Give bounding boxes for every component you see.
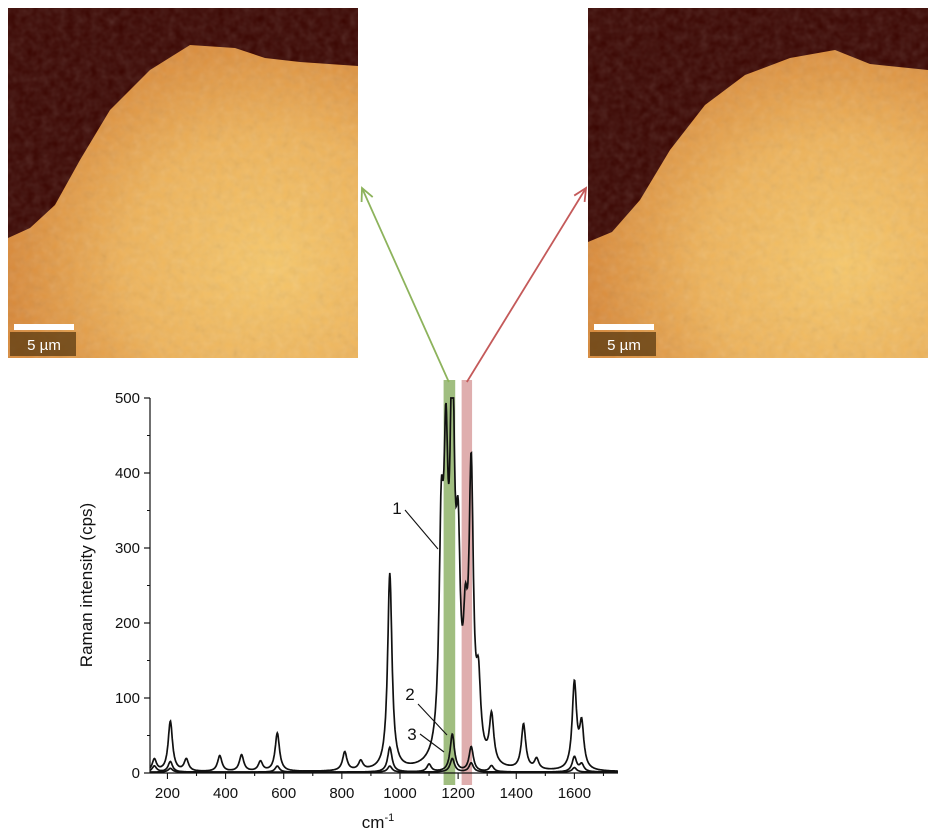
y-tick-label: 0 [132, 765, 140, 782]
map-left-texture [8, 8, 358, 358]
map-right-scale-bar: 5 µm [590, 324, 656, 356]
map-left-scale-bar-label: 5 µm [27, 337, 61, 354]
arrow-green-to-left-map-head [360, 186, 374, 203]
x-tick-label: 1200 [441, 785, 474, 802]
x-axis-label: cm-1 [362, 812, 394, 832]
y-tick-label: 400 [115, 465, 140, 482]
curve-label-2: 2 [405, 685, 414, 704]
curve-label-3: 3 [407, 725, 416, 744]
map-right-scale-bar-label: 5 µm [607, 337, 641, 354]
y-axis-label: Raman intensity (cps) [77, 503, 96, 667]
x-tick-label: 1400 [500, 785, 533, 802]
raman-map-right: 5 µm [588, 8, 928, 358]
spectrum-curve-3 [150, 757, 618, 773]
highlight-bands [443, 380, 473, 785]
curve-label-leader-2 [417, 703, 448, 736]
chart-axes: 0 100 200 300 400 500 200 400 600 800 1000 1200 1400… [115, 390, 618, 802]
y-tick-label: 300 [115, 540, 140, 557]
arrow-red-to-right-map [466, 187, 587, 383]
spectra-curves [149, 397, 618, 773]
map-left-scale-bar: 5 µm [10, 324, 76, 356]
map-right-texture [588, 8, 928, 358]
x-tick-label: 1600 [558, 785, 591, 802]
arrow-green-to-left-map [361, 187, 450, 383]
highlight-band-red [461, 380, 473, 785]
highlight-band-green [443, 380, 456, 785]
arrow-red-to-right-map-head [573, 186, 588, 203]
raman-map-left: 5 µm [8, 8, 358, 358]
x-tick-label: 400 [213, 785, 238, 802]
y-tick-label: 500 [115, 390, 140, 407]
spectrum-curve-1 [149, 397, 618, 772]
curve-label-1: 1 [392, 499, 401, 518]
x-axis-label-base: cm [362, 813, 385, 832]
x-tick-label: 1000 [383, 785, 416, 802]
y-tick-label: 200 [115, 615, 140, 632]
band-to-map-arrows [360, 186, 588, 383]
curve-label-leader-3 [419, 733, 445, 753]
x-tick-label: 200 [155, 785, 180, 802]
curve-label-leader-1 [404, 509, 439, 550]
x-axis-label-superscript: -1 [384, 812, 394, 824]
x-tick-label: 600 [271, 785, 296, 802]
x-tick-label: 800 [329, 785, 354, 802]
y-tick-label: 100 [115, 690, 140, 707]
curve-annotations: 1 2 3 [392, 499, 448, 753]
